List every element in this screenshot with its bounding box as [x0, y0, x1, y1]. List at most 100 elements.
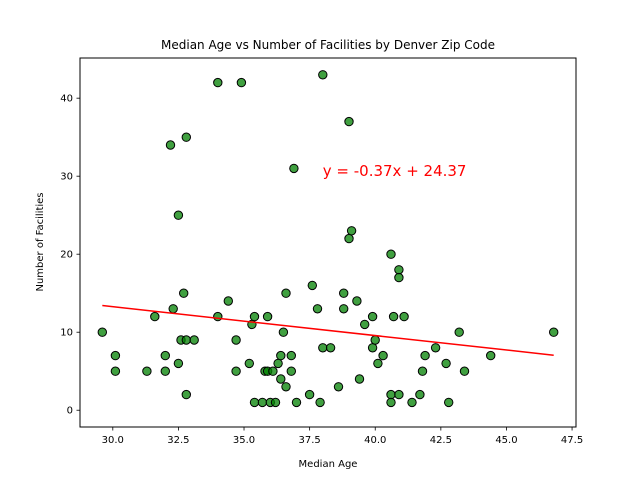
scatter-point	[244, 358, 255, 369]
scatter-point	[286, 350, 296, 361]
scatter-point	[333, 382, 344, 392]
scatter-point	[307, 280, 317, 291]
scatter-point	[223, 296, 234, 306]
scatter-point	[407, 397, 417, 408]
scatter-point	[304, 389, 315, 400]
scatter-point	[249, 397, 260, 408]
scatter-point	[454, 327, 464, 337]
scatter-point	[344, 116, 354, 127]
scatter-point	[420, 350, 430, 361]
scatter-point	[181, 389, 192, 400]
scatter-point	[394, 389, 404, 400]
x-tick-label: 47.5	[561, 435, 583, 446]
scatter-point	[276, 350, 286, 361]
scatter-point	[231, 335, 241, 345]
scatter-point	[325, 343, 336, 353]
scatter-point	[378, 350, 388, 361]
x-tick-label: 40.0	[364, 435, 386, 446]
scatter-point	[273, 358, 283, 369]
scatter-point	[231, 366, 241, 376]
scatter-point	[281, 382, 291, 392]
scatter-point	[268, 366, 278, 376]
scatter-point	[354, 374, 365, 384]
y-tick-label: 30	[60, 172, 73, 183]
scatter-point	[213, 311, 223, 322]
scatter-point	[444, 397, 454, 408]
scatter-point	[318, 70, 328, 80]
scatter-point	[181, 335, 192, 345]
scatter-point	[386, 397, 396, 408]
y-tick-label: 40	[60, 94, 73, 105]
x-tick-label: 30.0	[102, 435, 124, 446]
x-axis-label: Median Age	[299, 459, 358, 470]
scatter-point	[97, 327, 108, 337]
scatter-point	[142, 366, 152, 376]
scatter-point	[486, 350, 496, 361]
scatter-point	[110, 350, 121, 361]
scatter-point	[339, 304, 349, 314]
scatter-point	[360, 319, 370, 330]
scatter-point	[417, 366, 428, 376]
y-axis-label: Number of Facilities	[35, 192, 46, 291]
scatter-point	[370, 335, 380, 345]
scatter-point	[165, 140, 176, 150]
y-tick-label: 10	[60, 328, 73, 339]
scatter-point	[160, 350, 171, 361]
x-axis: 30.0 32.5 35.0 37.5 40.0 42.5 45.0 47.5	[102, 427, 583, 446]
scatter-point	[394, 272, 404, 283]
scatter-point	[415, 389, 425, 400]
scatter-point	[441, 358, 451, 369]
scatter-point	[281, 288, 291, 298]
plot-area	[97, 70, 559, 408]
scatter-point	[181, 132, 192, 142]
scatter-point	[367, 343, 378, 353]
scatter-point	[352, 296, 362, 306]
chart-title: Median Age vs Number of Facilities by De…	[161, 38, 495, 52]
scatter-point	[110, 366, 121, 376]
scatter-point	[399, 311, 409, 322]
scatter-point	[262, 311, 273, 322]
scatter-point	[388, 311, 399, 322]
x-tick-label: 42.5	[430, 435, 452, 446]
scatter-point	[367, 311, 378, 322]
x-tick-label: 32.5	[167, 435, 189, 446]
scatter-point	[249, 311, 260, 322]
scatter-point	[257, 397, 268, 408]
x-tick-label: 45.0	[495, 435, 517, 446]
scatter-point	[346, 226, 357, 236]
scatter-point	[270, 397, 281, 408]
x-tick-label: 35.0	[233, 435, 255, 446]
scatter-point	[168, 304, 178, 314]
scatter-point	[291, 397, 302, 408]
scatter-point	[318, 343, 328, 353]
scatter-point	[276, 374, 286, 384]
scatter-point	[315, 397, 325, 408]
x-tick-label: 37.5	[298, 435, 320, 446]
scatter-point	[236, 77, 247, 88]
scatter-point	[189, 335, 199, 345]
scatter-point	[286, 366, 296, 376]
scatter-point	[173, 358, 184, 369]
scatter-point	[289, 163, 299, 174]
scatter-point	[430, 343, 441, 353]
regression-equation: y = -0.37x + 24.37	[323, 162, 467, 180]
y-tick-label: 0	[67, 406, 73, 417]
scatter-point	[160, 366, 171, 376]
plot-frame	[79, 57, 577, 428]
y-tick-label: 20	[60, 250, 73, 261]
scatter-point	[213, 77, 223, 88]
scatter-point	[386, 249, 396, 259]
scatter-point	[312, 304, 323, 314]
scatter-point	[549, 327, 559, 337]
regression-line	[102, 304, 554, 356]
scatter-point	[179, 288, 189, 298]
y-axis: 0 10 20 30 40	[60, 94, 80, 417]
scatter-point	[459, 366, 470, 376]
scatter-point	[173, 210, 184, 220]
scatter-point	[373, 358, 383, 369]
scatter-point	[150, 311, 160, 322]
scatter-point	[339, 288, 349, 298]
scatter-point	[278, 327, 289, 337]
scatter-point	[394, 265, 404, 275]
